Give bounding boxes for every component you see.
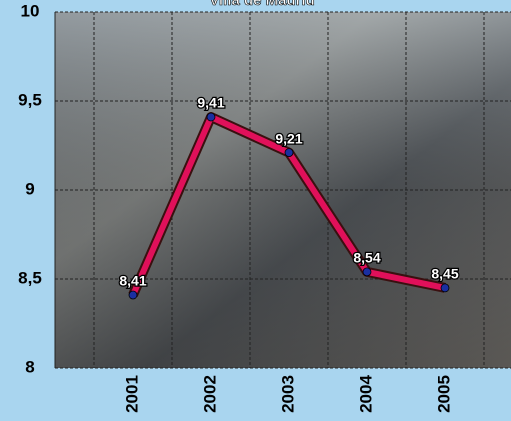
point	[128, 290, 138, 300]
y-tick-label: 8,5	[18, 268, 42, 287]
point	[362, 267, 372, 277]
value-label: 9,21	[275, 130, 302, 146]
y-tick-label: 9	[25, 179, 34, 198]
labels: 8 8,5 9 9,5 10 8,41 9,41 9,21 8,54 8,45 2001 2002 20…	[18, 1, 460, 413]
y-tick-label: 10	[21, 1, 40, 20]
value-label: 8,45	[431, 266, 458, 282]
x-tick-label: 2001	[122, 375, 141, 413]
x-tick-label: 2005	[434, 375, 453, 413]
value-label: 8,54	[353, 250, 380, 266]
x-tick-label: 2003	[278, 375, 297, 413]
point	[206, 112, 216, 122]
value-label: 8,41	[119, 273, 146, 289]
y-tick-label: 8	[25, 357, 34, 376]
marks	[128, 112, 450, 300]
x-tick-label: 2004	[356, 375, 375, 413]
y-tick-label: 9,5	[18, 90, 42, 109]
x-tick-label: 2002	[200, 375, 219, 413]
point	[284, 148, 294, 158]
point	[440, 283, 450, 293]
grid	[54, 11, 511, 369]
value-label: 9,41	[197, 95, 224, 111]
chart-title: Villa de Madrid	[209, 0, 315, 9]
